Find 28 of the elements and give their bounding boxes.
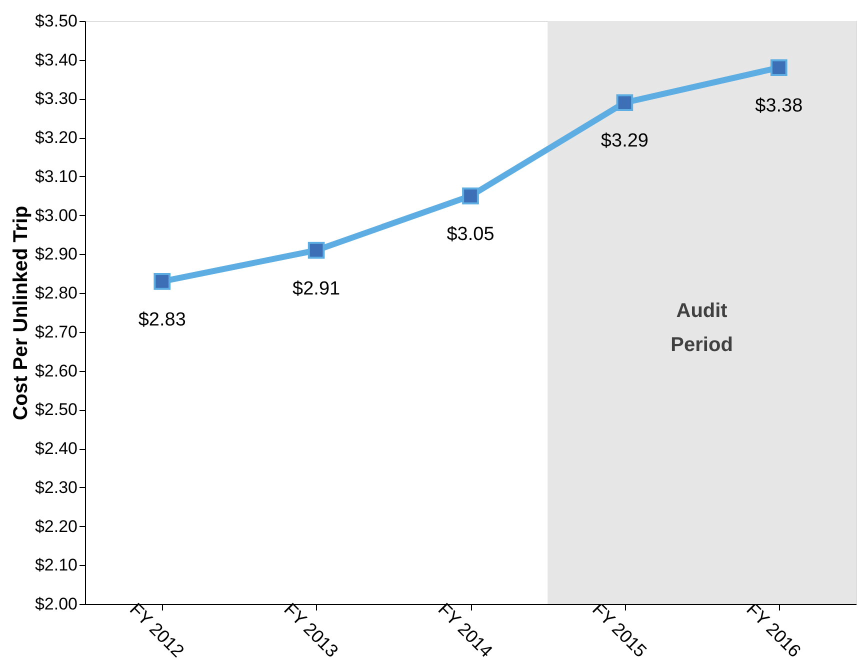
data-label: $3.05: [446, 224, 494, 245]
y-tick-label: $3.00: [34, 206, 78, 225]
data-label: $3.38: [755, 96, 803, 117]
y-tick-label: $3.40: [34, 50, 78, 70]
y-tick-label: $2.10: [34, 556, 78, 575]
y-tick-label: $2.70: [34, 322, 78, 342]
y-tick-label: $3.30: [34, 89, 78, 108]
band-label: Audit Period: [670, 300, 733, 356]
point: [154, 272, 171, 290]
y-tick-label: $2.40: [34, 439, 78, 458]
y-tick-label: $3.20: [34, 128, 78, 148]
point: [462, 187, 479, 204]
point: [616, 94, 634, 112]
y-tick-label: $2.00: [34, 594, 78, 614]
y-tick-label: $2.20: [34, 516, 78, 536]
y-axis-title: Cost Per Unlinked Trip: [10, 206, 32, 420]
y-tick-label: $2.60: [34, 361, 78, 380]
data-label: $2.91: [292, 278, 340, 300]
data-label: $3.29: [600, 130, 648, 152]
data-label: $2.83: [138, 309, 186, 330]
y-tick-label: $2.30: [34, 478, 78, 497]
point: [308, 242, 325, 259]
point: [770, 59, 788, 76]
y-tick-label: $2.90: [34, 244, 78, 264]
y-tick-label: $2.80: [34, 284, 78, 303]
y-tick-label: $3.50: [34, 12, 78, 30]
y-tick-label: $2.50: [34, 400, 78, 420]
y-tick-label: $3.10: [34, 166, 78, 186]
